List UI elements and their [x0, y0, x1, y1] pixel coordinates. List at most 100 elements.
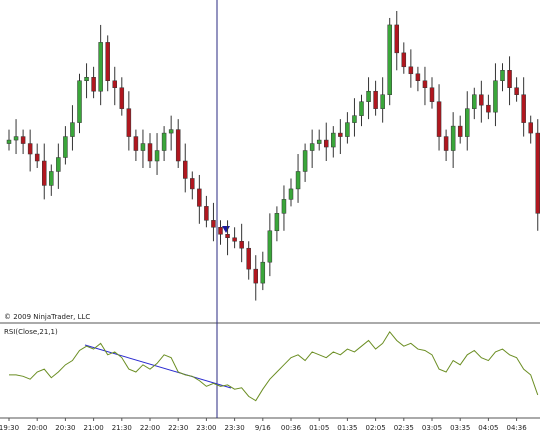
candle-body: [521, 94, 526, 123]
candle-body: [204, 206, 209, 221]
candle-body: [281, 199, 287, 214]
candle-body: [49, 171, 54, 186]
trend-line: [84, 344, 232, 389]
candle-body: [112, 80, 117, 88]
candle-body: [373, 90, 378, 109]
candle-body: [239, 240, 244, 249]
candle-body: [20, 136, 26, 144]
candle-body: [295, 171, 301, 190]
candle-body: [288, 188, 294, 200]
x-tick-label: 22:00: [140, 424, 160, 432]
x-tick-label: 21:00: [84, 424, 104, 432]
x-tick-label: 01:35: [337, 424, 357, 432]
x-tick-label: 23:00: [196, 424, 216, 432]
candle-body: [443, 136, 449, 151]
candle-body: [500, 70, 505, 82]
indicator-title: RSI(Close,21,1): [4, 328, 58, 336]
candle-body: [232, 237, 237, 242]
candle-body: [42, 160, 47, 186]
candle-body: [253, 268, 258, 284]
candle-body: [154, 150, 160, 162]
candle-body: [161, 132, 167, 151]
candle-body: [352, 115, 357, 123]
candle-body: [345, 122, 350, 137]
candle-body: [422, 80, 428, 88]
candle-body: [457, 125, 463, 137]
candle-body: [408, 66, 414, 75]
candle-body: [528, 122, 533, 134]
candle-body: [133, 136, 139, 151]
candle-body: [535, 132, 540, 214]
candle-body: [260, 261, 266, 284]
candle-body: [514, 87, 519, 95]
candle-body: [70, 122, 75, 137]
candle-body: [34, 153, 40, 162]
candle-body: [84, 77, 89, 82]
x-tick-label: 04:05: [478, 424, 498, 432]
candle-body: [436, 101, 442, 137]
candle-body: [493, 80, 498, 113]
candle-body: [486, 104, 491, 113]
candle-body: [175, 129, 181, 162]
x-tick-label: 9/16: [255, 424, 271, 432]
x-tick-label: 02:05: [366, 424, 386, 432]
candle-body: [91, 77, 96, 92]
candle-body: [140, 143, 146, 151]
candle-body: [126, 108, 132, 137]
candle-body: [338, 132, 343, 137]
copyright: © 2009 NinjaTrader, LLC: [4, 313, 90, 321]
x-tick-label: 22:30: [168, 424, 188, 432]
candle-body: [190, 178, 195, 190]
x-tick-label: 04:36: [507, 424, 528, 432]
rsi-line: [9, 331, 539, 402]
candle-body: [359, 101, 364, 116]
candle-body: [218, 227, 223, 235]
candle-body: [380, 94, 385, 109]
candle-body: [168, 129, 174, 134]
candle-body: [401, 52, 407, 68]
candle-body: [6, 139, 12, 144]
candle-body: [429, 87, 435, 102]
candle-body: [267, 230, 273, 263]
candle-body: [324, 139, 329, 148]
candle-body: [465, 108, 470, 137]
candle-body: [56, 157, 61, 172]
candle-body: [77, 80, 82, 123]
candle-body: [27, 143, 33, 155]
x-tick-label: 02:35: [394, 424, 414, 432]
candle-body: [302, 150, 308, 172]
candle-body: [13, 136, 19, 141]
x-tick-label: 03:05: [422, 424, 442, 432]
x-tick-label: 03:35: [450, 424, 470, 432]
x-tick-label: 00:36: [281, 424, 302, 432]
candle-body: [225, 234, 230, 239]
candle-body: [450, 125, 456, 151]
candle-body: [197, 188, 202, 207]
x-tick-label: 19:30: [0, 424, 19, 432]
x-tick-label: 01:05: [309, 424, 329, 432]
candle-body: [309, 143, 315, 151]
candle-body: [211, 220, 216, 228]
candle-body: [274, 213, 280, 232]
candle-body: [183, 160, 188, 179]
candle-body: [246, 247, 251, 270]
candle-body: [316, 139, 322, 144]
candle-body: [147, 143, 153, 162]
candle-body: [387, 24, 392, 95]
x-tick-label: 20:30: [55, 424, 75, 432]
candle-body: [479, 94, 484, 106]
candle-body: [98, 42, 103, 92]
candle-body: [472, 94, 477, 109]
candle-body: [394, 24, 399, 54]
x-tick-label: 20:00: [27, 424, 47, 432]
candle-body: [507, 70, 512, 88]
candle-body: [415, 73, 421, 82]
candle-body: [63, 136, 68, 158]
candle-body: [331, 132, 336, 148]
candle-body: [366, 90, 371, 102]
candle-body: [119, 87, 125, 109]
x-tick-label: 21:30: [112, 424, 132, 432]
candle-body: [105, 42, 110, 82]
